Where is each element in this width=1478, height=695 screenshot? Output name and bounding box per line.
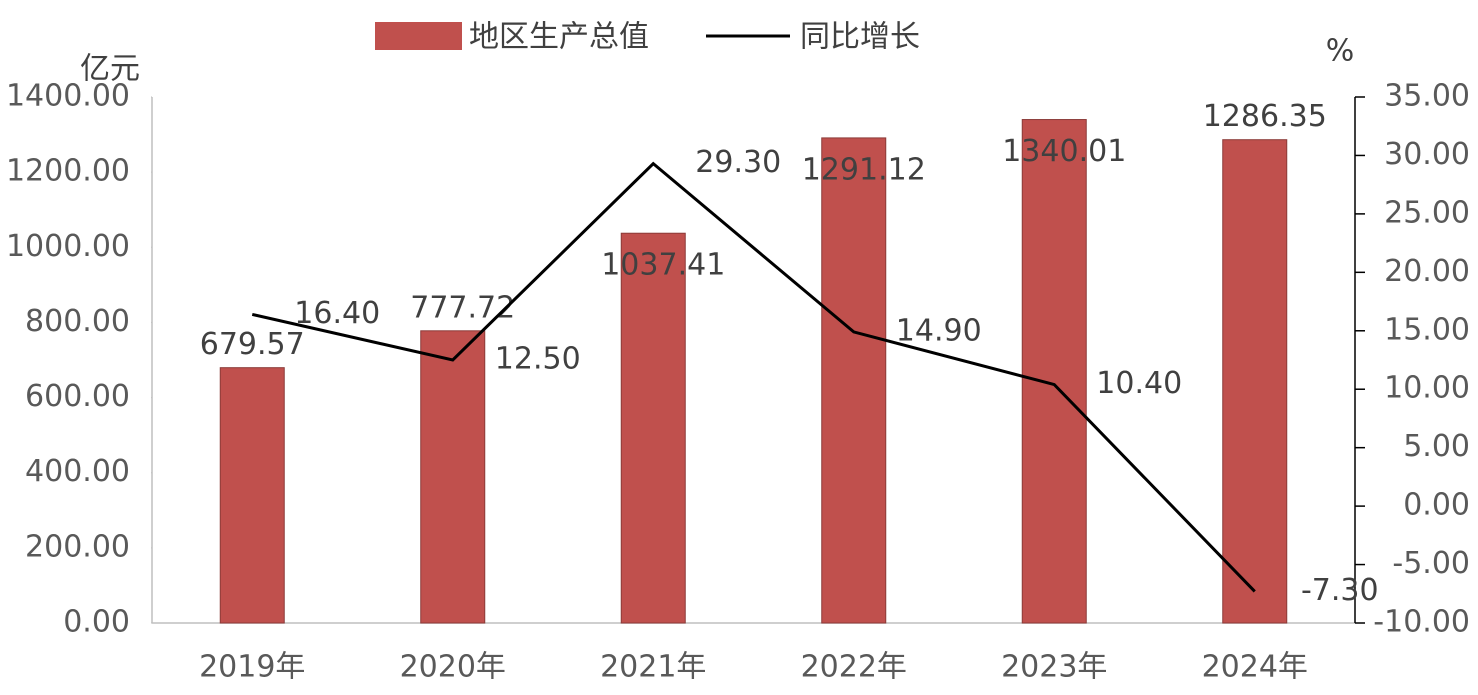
bar	[420, 330, 486, 624]
bar-value-label: 777.72	[410, 290, 515, 325]
line-value-label: -7.30	[1301, 573, 1379, 608]
legend-label: 同比增长	[800, 20, 920, 55]
bar	[1021, 119, 1087, 624]
y-tick-label: 200.00	[25, 529, 130, 564]
y2-tick-label: 15.00	[1384, 312, 1470, 347]
bar-value-label: 1291.12	[802, 152, 926, 187]
bar	[1222, 139, 1288, 624]
y-tick-label: 800.00	[25, 304, 130, 339]
line-value-label: 12.50	[495, 342, 581, 377]
y2-tick-label: 30.00	[1384, 137, 1470, 172]
line	[251, 161, 1256, 593]
line-value-label: 10.40	[1096, 366, 1182, 401]
y2-tick-label: -10.00	[1373, 605, 1470, 640]
y-tick-label: 1000.00	[6, 229, 130, 264]
y2-axis-label: %	[1326, 34, 1355, 69]
bar	[620, 232, 686, 624]
line-value-label: 29.30	[695, 145, 781, 180]
y2-tick-label: 20.00	[1384, 254, 1470, 289]
legend-swatch	[375, 22, 462, 50]
y2-tick-label: -5.00	[1392, 546, 1470, 581]
y2-tick-label: 10.00	[1384, 371, 1470, 406]
bar-value-label: 1037.41	[601, 248, 725, 283]
y-tick-label: 400.00	[25, 454, 130, 489]
line-value-label: 14.90	[896, 313, 982, 348]
bar-value-label: 1286.35	[1203, 99, 1327, 134]
bar	[219, 367, 285, 624]
bar-value-label: 1340.01	[1002, 134, 1126, 169]
y2-tick-label: 0.00	[1403, 488, 1470, 523]
line-value-label: 16.40	[294, 296, 380, 331]
y-tick-label: 0.00	[63, 605, 130, 640]
x-tick-label: 2024年	[1202, 650, 1308, 685]
y-tick-label: 1200.00	[6, 154, 130, 189]
y2-tick-label: 5.00	[1403, 429, 1470, 464]
bar	[821, 137, 887, 624]
x-tick-label: 2021年	[600, 650, 706, 685]
y2-tick-label: 35.00	[1384, 79, 1470, 114]
y-tick-label: 600.00	[25, 379, 130, 414]
y-tick-label: 1400.00	[6, 79, 130, 114]
x-tick-label: 2023年	[1001, 650, 1107, 685]
y2-tick-label: 25.00	[1384, 195, 1470, 230]
y-axis-label: 亿元	[80, 52, 140, 87]
x-tick-label: 2022年	[801, 650, 907, 685]
x-tick-label: 2019年	[199, 650, 305, 685]
x-tick-label: 2020年	[400, 650, 506, 685]
legend-label: 地区生产总值	[469, 20, 649, 55]
bar-value-label: 679.57	[200, 327, 305, 362]
